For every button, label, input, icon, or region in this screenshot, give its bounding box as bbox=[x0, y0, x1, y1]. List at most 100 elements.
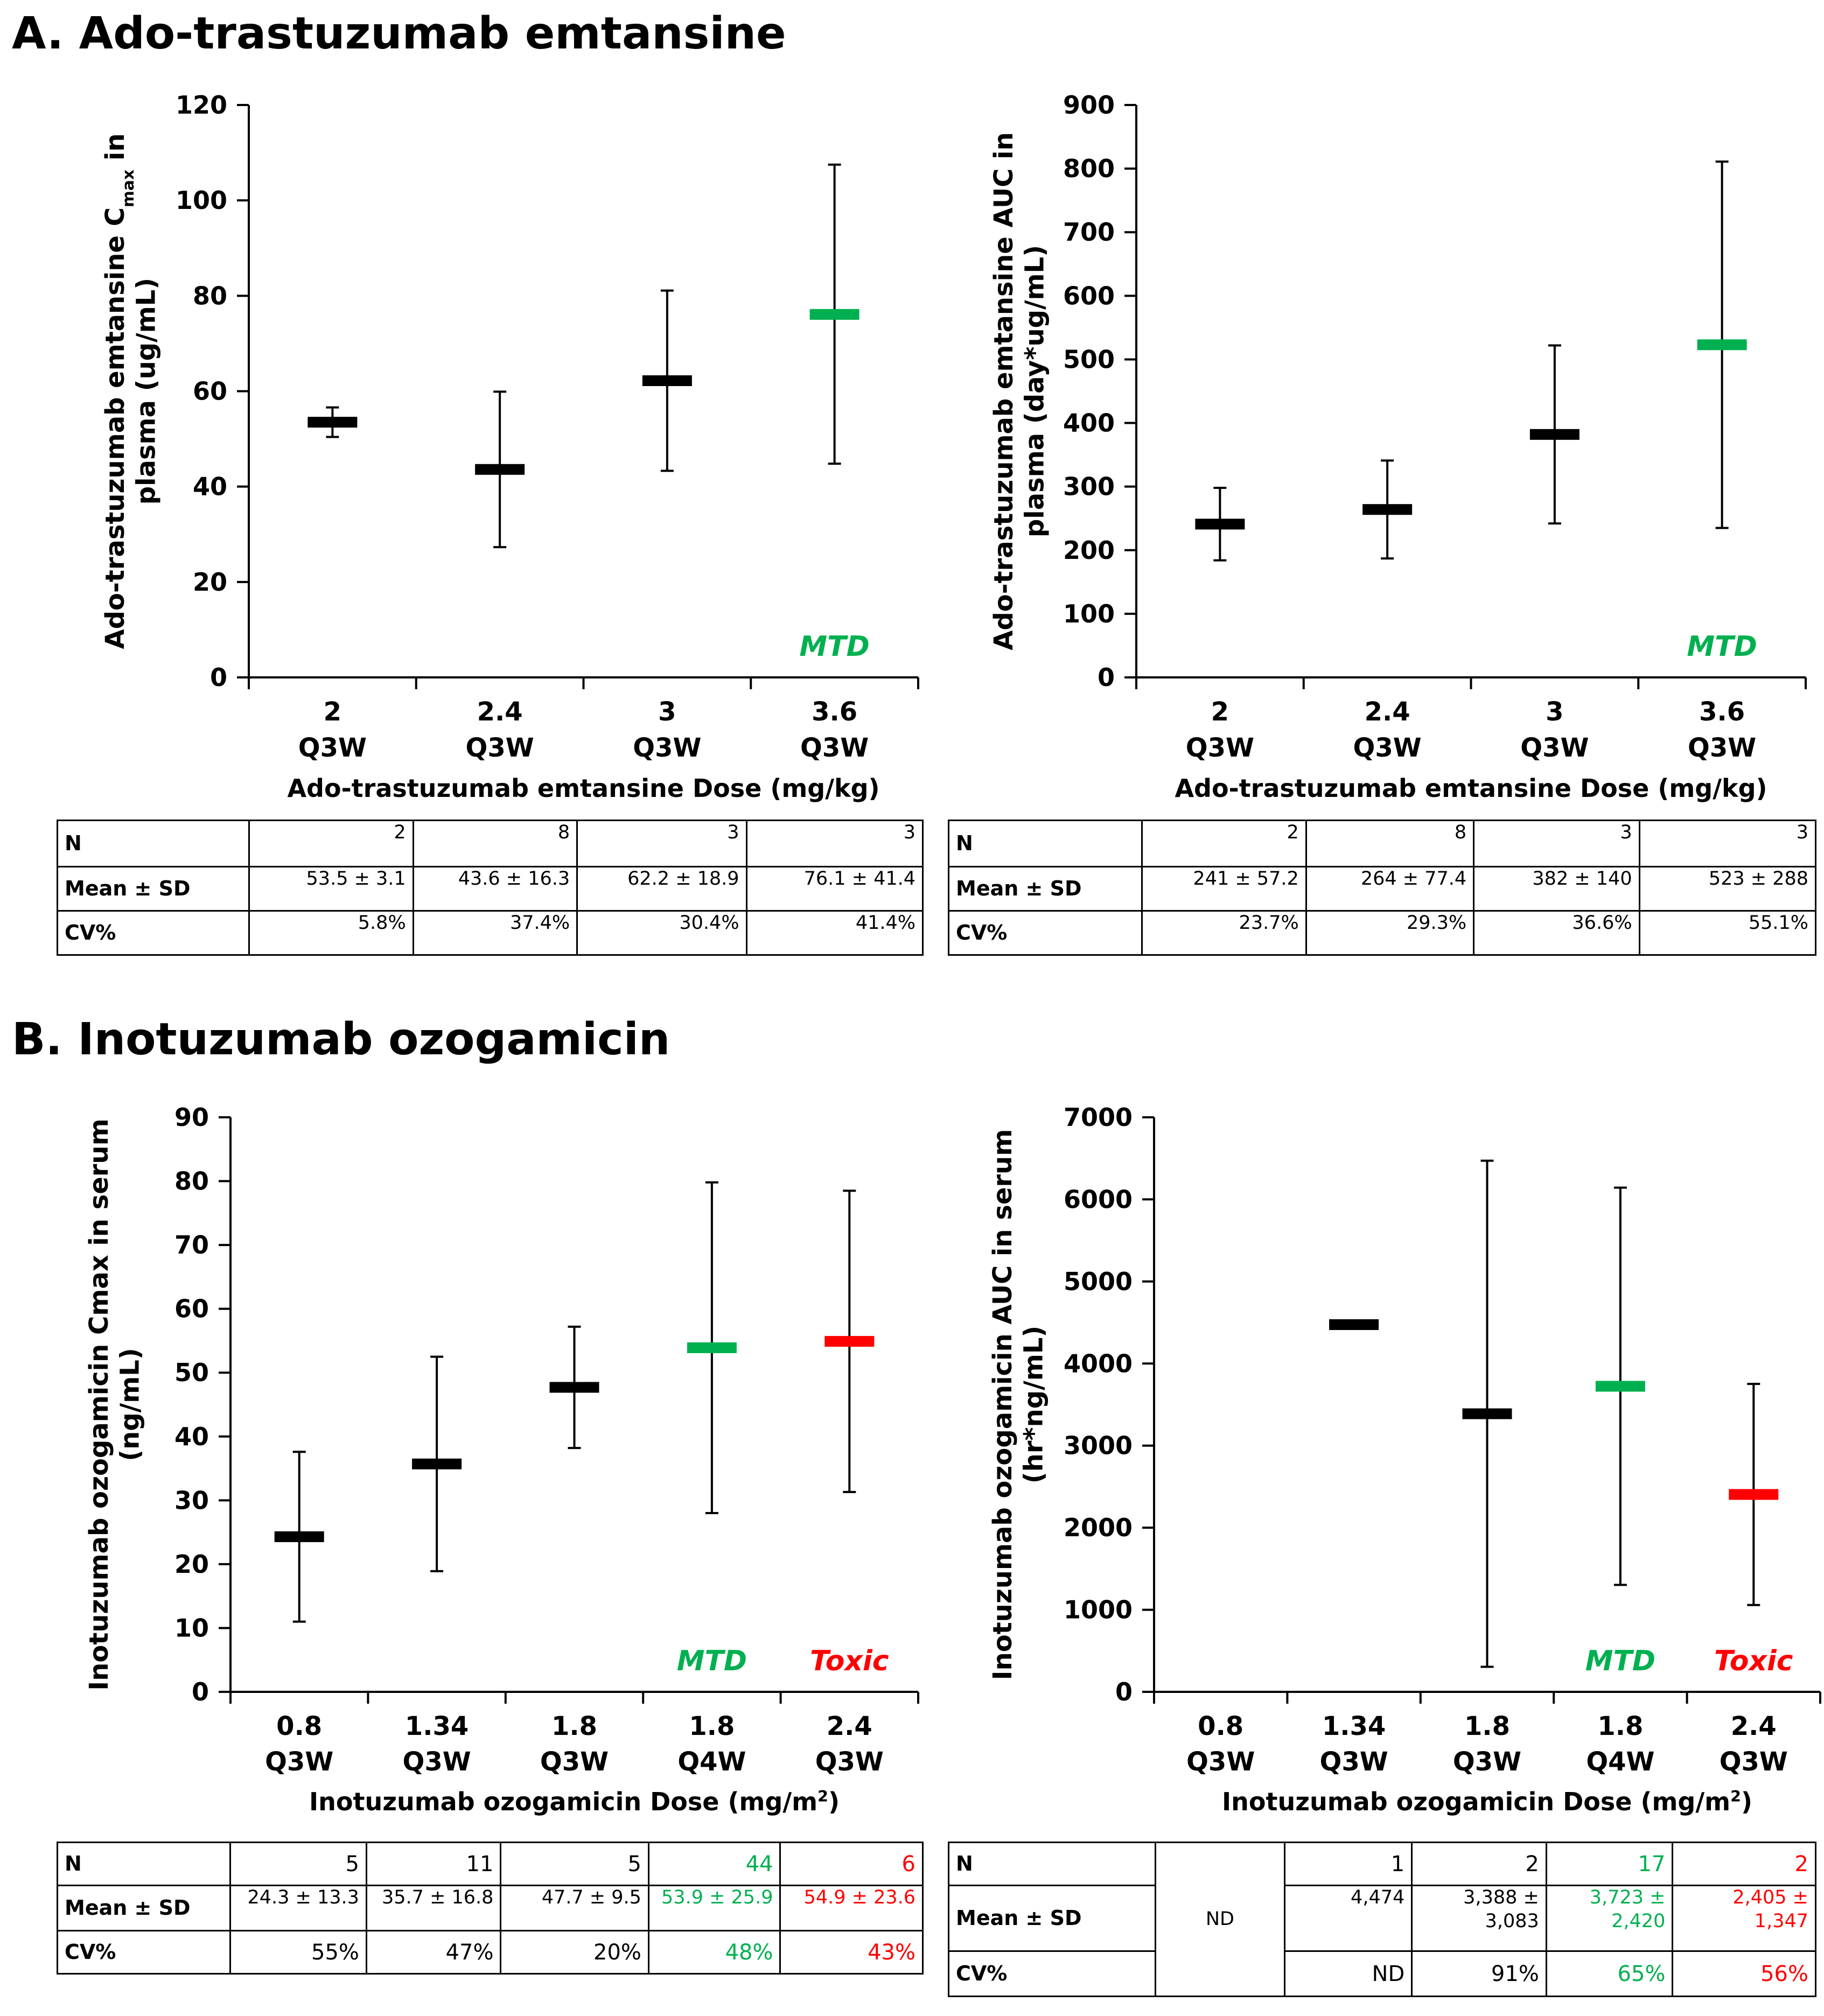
b-cmax-mean-marker bbox=[687, 1342, 737, 1353]
table-row: Mean ± SD 241 ± 57.2 264 ± 77.4 382 ± 140 52… bbox=[947, 866, 1817, 912]
table-cell: 5.8% bbox=[248, 910, 414, 956]
b-cmax-ytick-label: 80 bbox=[174, 1167, 209, 1196]
table-cell: 3 bbox=[1638, 820, 1817, 867]
a-cmax-xtick-dose: 2 bbox=[324, 697, 341, 727]
table-cell: 55.1% bbox=[1638, 910, 1817, 956]
table-cell: 65% bbox=[1545, 1950, 1674, 1997]
table-cell: 11 bbox=[365, 1842, 502, 1886]
b-auc-ytick-label: 3000 bbox=[1064, 1431, 1133, 1460]
table-cell: 264 ± 77.4 bbox=[1305, 866, 1475, 912]
a-cmax-ytick-label: 40 bbox=[193, 472, 227, 501]
b-auc-ytick-label: 4000 bbox=[1064, 1349, 1133, 1378]
b-auc-annotation-mtd: MTD bbox=[1585, 1645, 1655, 1677]
table-cell: 382 ± 140 bbox=[1473, 866, 1640, 912]
b-cmax-xtick-dose: 1.34 bbox=[405, 1711, 469, 1741]
b-auc-xtick-schedule: Q3W bbox=[1186, 1747, 1255, 1777]
a-auc-ytick-label: 800 bbox=[1063, 154, 1115, 183]
a-auc-xtick-dose: 2.4 bbox=[1365, 697, 1410, 727]
a-cmax-xtick-dose: 3.6 bbox=[812, 697, 857, 727]
b-auc-ytick-label: 0 bbox=[1115, 1677, 1133, 1706]
table-cell: 56% bbox=[1672, 1950, 1816, 1997]
row-label: CV% bbox=[56, 910, 250, 956]
a-cmax-xtick-dose: 3 bbox=[658, 697, 676, 727]
b-cmax-x-axis-title: Inotuzumab ozogamicin Dose (mg/m2) bbox=[309, 1787, 840, 1816]
a-auc-mean-marker bbox=[1195, 519, 1245, 530]
row-label: N bbox=[56, 1842, 232, 1886]
b-auc-xtick-dose: 1.8 bbox=[1464, 1711, 1510, 1741]
b-cmax-ytick-label: 30 bbox=[174, 1486, 209, 1515]
table-cell: 3 bbox=[745, 820, 924, 867]
table-cell: 5 bbox=[500, 1842, 649, 1886]
table-row: CV% 5.8% 37.4% 30.4% 41.4% bbox=[56, 910, 924, 956]
a-auc-ytick-label: 400 bbox=[1063, 409, 1115, 438]
b-auc-xtick-schedule: Q3W bbox=[1720, 1747, 1788, 1777]
b-cmax-ytick-label: 20 bbox=[174, 1550, 209, 1579]
b-cmax-xtick-schedule: Q3W bbox=[815, 1747, 884, 1777]
a-auc-ytick-label: 100 bbox=[1063, 599, 1115, 628]
table-row: CV% ND 91% 65% 56% bbox=[947, 1950, 1816, 1997]
table-cell: 2 bbox=[1411, 1842, 1547, 1886]
table-cell: 17 bbox=[1545, 1842, 1674, 1886]
b-cmax-ytick-label: 0 bbox=[192, 1677, 209, 1706]
a-auc-xtick-schedule: Q3W bbox=[1688, 733, 1756, 763]
b-cmax-annotation-toxic: Toxic bbox=[810, 1645, 889, 1677]
row-label: CV% bbox=[947, 910, 1143, 956]
a-auc-x-axis-title: Ado-trastuzumab emtansine Dose (mg/kg) bbox=[1175, 774, 1767, 803]
b-auc-xtick-schedule: Q3W bbox=[1453, 1747, 1521, 1777]
b-cmax-ytick-label: 60 bbox=[174, 1294, 209, 1324]
b-cmax-xtick-schedule: Q3W bbox=[540, 1747, 609, 1777]
a-auc-xtick-dose: 2 bbox=[1211, 697, 1229, 727]
b-auc-xtick-dose: 1.34 bbox=[1322, 1711, 1386, 1741]
b-auc-ytick-label: 5000 bbox=[1064, 1267, 1133, 1296]
row-label: N bbox=[947, 1842, 1157, 1886]
table-cell: 6 bbox=[779, 1842, 924, 1886]
row-label: N bbox=[947, 820, 1143, 867]
b-cmax-ytick-label: 40 bbox=[174, 1422, 209, 1451]
table-row: Mean ± SD 4,474 3,388 ± 3,083 3,723 ± 2,420… bbox=[947, 1885, 1816, 1952]
b-auc-xtick-dose: 1.8 bbox=[1597, 1711, 1643, 1741]
a-cmax-ytick-label: 20 bbox=[193, 568, 227, 597]
table-cell: 23.7% bbox=[1141, 910, 1307, 956]
a-cmax-xtick-schedule: Q3W bbox=[298, 733, 367, 763]
a-auc-ytick-label: 700 bbox=[1063, 218, 1115, 247]
a-auc-xtick-dose: 3 bbox=[1546, 697, 1563, 727]
b-auc-mean-marker bbox=[1595, 1381, 1645, 1392]
b-cmax-stats-table: N 5 11 5 44 6 Mean ± SD 24.3 ± 13.3 35.7 ± 16.8 4… bbox=[56, 1842, 924, 1975]
a-auc-stats-table: N 2 8 3 3 Mean ± SD 241 ± 57.2 264 ± 77.4 382 ± … bbox=[947, 820, 1817, 956]
table-row: Mean ± SD 53.5 ± 3.1 43.6 ± 16.3 62.2 ± 18.… bbox=[56, 866, 924, 912]
a-cmax-mean-marker bbox=[809, 309, 859, 320]
a-auc-xtick-schedule: Q3W bbox=[1186, 733, 1254, 763]
b-cmax-xtick-dose: 1.8 bbox=[689, 1711, 735, 1741]
a-cmax-xtick-schedule: Q3W bbox=[466, 733, 534, 763]
row-label: CV% bbox=[56, 1930, 232, 1975]
b-cmax-ytick-label: 70 bbox=[174, 1230, 209, 1259]
b-cmax-mean-marker bbox=[549, 1382, 599, 1393]
table-cell: 5 bbox=[229, 1842, 367, 1886]
table-cell: 8 bbox=[412, 820, 578, 867]
table-cell: 1 bbox=[1283, 1842, 1413, 1886]
b-cmax-xtick-dose: 2.4 bbox=[827, 1711, 872, 1741]
b-auc-mean-marker bbox=[1462, 1408, 1512, 1419]
table-row: N ND 1 2 17 2 bbox=[947, 1842, 1816, 1997]
a-auc-annotation-mtd: MTD bbox=[1687, 631, 1757, 663]
b-auc-mean-marker bbox=[1329, 1319, 1379, 1331]
section-title-a: A. Ado-trastuzumab emtansine bbox=[12, 8, 786, 59]
table-cell: ND bbox=[1283, 1950, 1413, 1997]
a-cmax-mean-marker bbox=[642, 375, 692, 387]
b-auc-stats-table: N ND 1 2 17 2 Mean ± SD 4,474 3,388 ± 3,083 3,723… bbox=[947, 1842, 1816, 1997]
a-cmax-xtick-dose: 2.4 bbox=[477, 697, 523, 727]
table-cell: 24.3 ± 13.3 bbox=[229, 1885, 367, 1931]
a-auc-mean-marker bbox=[1362, 504, 1413, 515]
b-auc-y-axis-title: Inotuzumab ozogamicin AUC in serum(hr*ng… bbox=[988, 1129, 1049, 1681]
b-cmax-ytick-label: 10 bbox=[174, 1613, 209, 1642]
table-cell: 53.9 ± 25.9 bbox=[647, 1885, 781, 1931]
a-auc-ytick-label: 900 bbox=[1063, 90, 1115, 120]
table-cell: 30.4% bbox=[576, 910, 747, 956]
b-auc-ytick-label: 2000 bbox=[1064, 1513, 1133, 1542]
table-cell: 47% bbox=[365, 1930, 502, 1975]
b-cmax-y-axis-title: Inotuzumab ozogamicin Cmax in serum(ng/m… bbox=[84, 1118, 145, 1690]
b-cmax-xtick-dose: 1.8 bbox=[551, 1711, 597, 1741]
table-cell: 3 bbox=[1473, 820, 1640, 867]
